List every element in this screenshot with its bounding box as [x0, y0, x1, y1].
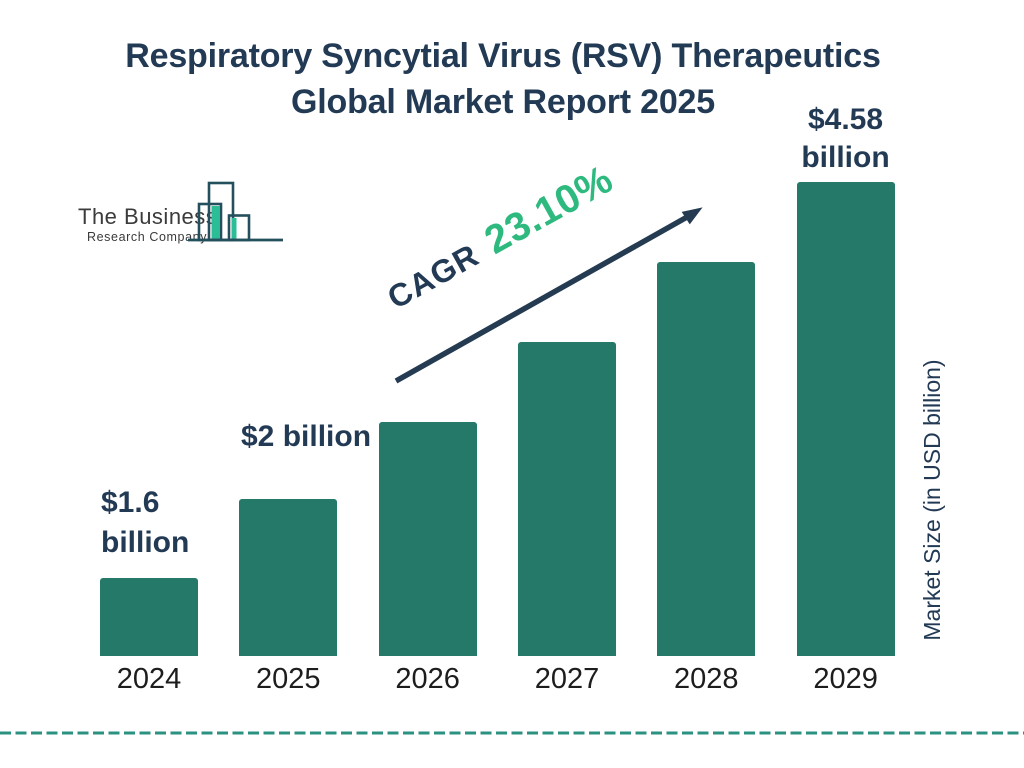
value-label-2029-line2: billion [801, 141, 890, 174]
logo-company-name: The Business [78, 204, 218, 229]
brand-logo: The Business Research Company [76, 168, 286, 248]
x-tick-2024: 2024 [116, 663, 182, 695]
x-tick-2026: 2026 [395, 663, 460, 695]
value-label-2025-line1: $2 billion [241, 420, 372, 453]
bar-2028 [657, 262, 756, 656]
page-title: Respiratory Syncytial Virus (RSV) Therap… [0, 33, 1006, 125]
page-title-line2: Global Market Report 2025 [291, 83, 715, 121]
x-tick-2028: 2028 [674, 663, 739, 695]
x-tick-2029: 2029 [813, 663, 878, 695]
x-tick-2025: 2025 [256, 663, 321, 695]
value-label-2025: $2 billion [241, 417, 371, 457]
value-label-2024: $1.6 billion [101, 483, 189, 563]
bar-2029 [796, 182, 895, 656]
value-label-2024-line1: $1.6 [101, 486, 160, 519]
x-tick-2027: 2027 [534, 663, 600, 695]
bar-chart-logo-icon [188, 181, 283, 242]
bar-2024 [100, 578, 198, 656]
value-label-2029-line1: $4.58 [807, 103, 884, 136]
bottom-divider-dashed-line [0, 731, 1024, 735]
y-axis-label: Market Size (in USD billion) [919, 359, 945, 641]
page-title-line1: Respiratory Syncytial Virus (RSV) Therap… [125, 37, 881, 75]
bar-2026 [378, 422, 477, 656]
logo-company-subtitle: Research Company [87, 230, 208, 244]
value-label-2029: $4.58 billion [793, 101, 898, 177]
bar-2027 [518, 342, 616, 656]
bar-2025 [239, 499, 338, 656]
value-label-2024-line2: billion [101, 526, 190, 559]
